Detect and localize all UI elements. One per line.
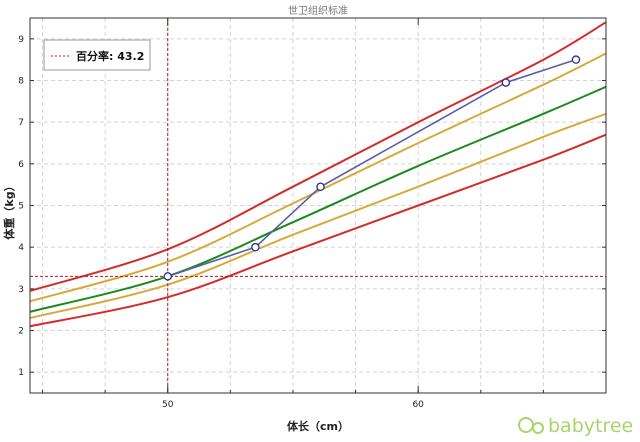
legend: 百分率: 43.2 [43,39,151,71]
chart-title: 世卫组织标准 [288,4,348,17]
axis-ticks: 1 2 3 4 5 6 7 8 9 50 60 [18,18,607,410]
percentile-curve-2 [29,112,607,319]
measurement-point [316,182,325,191]
watermark-text: babytree [548,415,633,437]
measurement-point [571,55,581,64]
child-growth-line [167,58,577,278]
percentile-curve-5 [29,21,607,292]
y-tick-label: 9 [18,35,24,45]
grid-lines [30,18,607,393]
babytree-logo: babytree [518,415,633,437]
y-tick-label: 5 [18,202,24,212]
x-tick-label: 50 [162,400,174,410]
y-tick-label: 2 [18,327,24,337]
measurement-point [251,242,260,252]
logo-leaf-small-icon [532,422,544,434]
measurement-point [501,78,511,87]
legend-box [43,39,151,71]
y-tick-label: 8 [18,77,24,87]
child-measurement-series [163,55,581,281]
x-tick-label: 60 [412,400,424,410]
y-axis-title: 体重（kg） [2,180,16,239]
logo-leaf-icon [518,417,534,433]
x-axis-title: 体长（cm） [287,419,349,433]
y-tick-label: 6 [18,160,24,170]
y-tick-label: 4 [18,243,24,253]
percentile-curve-4 [29,52,607,303]
y-tick-label: 7 [18,118,24,128]
percentile-curves [29,21,607,328]
percentile-curve-3 [29,85,607,313]
y-tick-label: 1 [18,368,24,378]
percentile-curve-1 [29,133,607,328]
y-tick-label: 3 [18,285,24,295]
legend-label: 百分率: 43.2 [76,49,144,63]
reference-lines [30,18,606,393]
measurement-point [163,272,172,281]
